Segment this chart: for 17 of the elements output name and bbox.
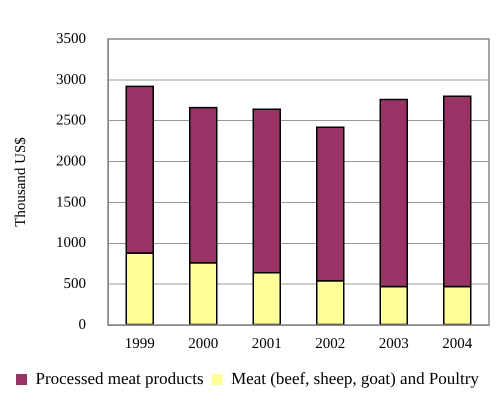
y-tick-label: 3500 [56,30,86,47]
x-tick-label: 2004 [442,336,473,352]
y-tick-label: 0 [78,316,86,333]
y-tick-label: 1500 [56,194,86,210]
y-axis-title: Thousand US$ [12,136,29,227]
x-tick-label: 1999 [124,336,155,352]
legend-label: Meat (beef, sheep, goat) and Poultry [231,368,480,388]
legend-label: Processed meat products [36,368,204,388]
y-tick-label: 3000 [56,72,86,88]
x-tick-label: 2000 [188,336,218,352]
y-tick-label: 1000 [56,235,86,252]
y-tick-label: 2000 [56,154,86,170]
y-tick-label: 500 [64,276,86,292]
x-tick-label: 2002 [315,336,346,352]
x-tick-label: 2001 [252,336,282,352]
x-tick-label: 2003 [378,336,409,352]
y-tick-label: 2500 [56,112,86,129]
